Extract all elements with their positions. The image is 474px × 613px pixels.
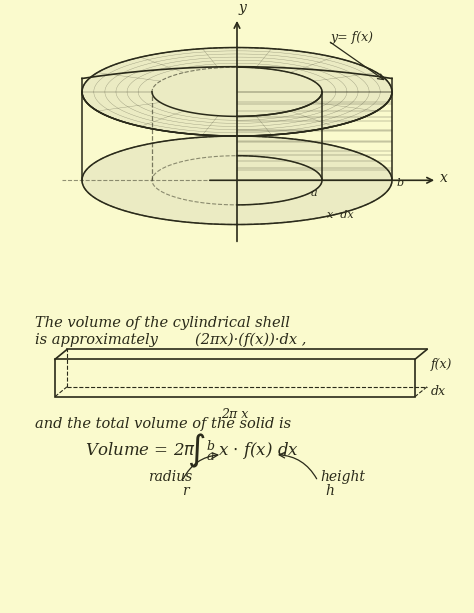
Text: The volume of the cylindrical shell: The volume of the cylindrical shell xyxy=(35,316,290,330)
Text: dx: dx xyxy=(431,385,446,398)
Text: height: height xyxy=(320,470,365,484)
Text: x  dx: x dx xyxy=(327,210,354,220)
Polygon shape xyxy=(237,48,392,224)
Polygon shape xyxy=(82,48,237,224)
Text: y= f(x): y= f(x) xyxy=(330,31,373,44)
Text: a: a xyxy=(206,450,214,463)
Text: 2π x: 2π x xyxy=(221,408,249,422)
Text: and the total volume of the solid is: and the total volume of the solid is xyxy=(35,417,291,431)
Text: x $\cdot$ f(x) dx: x $\cdot$ f(x) dx xyxy=(218,440,299,461)
Text: b: b xyxy=(397,178,404,188)
Text: (2πx)·(f(x))·dx ,: (2πx)·(f(x))·dx , xyxy=(195,332,306,347)
Text: f(x): f(x) xyxy=(431,358,452,371)
Text: y: y xyxy=(239,1,247,15)
Text: radius: radius xyxy=(148,470,192,484)
Text: r: r xyxy=(182,484,188,498)
Text: is approximately: is approximately xyxy=(35,333,158,346)
Text: a: a xyxy=(310,188,317,198)
Text: x: x xyxy=(440,171,448,185)
Text: b: b xyxy=(206,440,214,453)
Text: $\int$: $\int$ xyxy=(187,432,205,470)
Text: Volume = 2$\pi$: Volume = 2$\pi$ xyxy=(85,442,196,459)
Text: h: h xyxy=(326,484,335,498)
